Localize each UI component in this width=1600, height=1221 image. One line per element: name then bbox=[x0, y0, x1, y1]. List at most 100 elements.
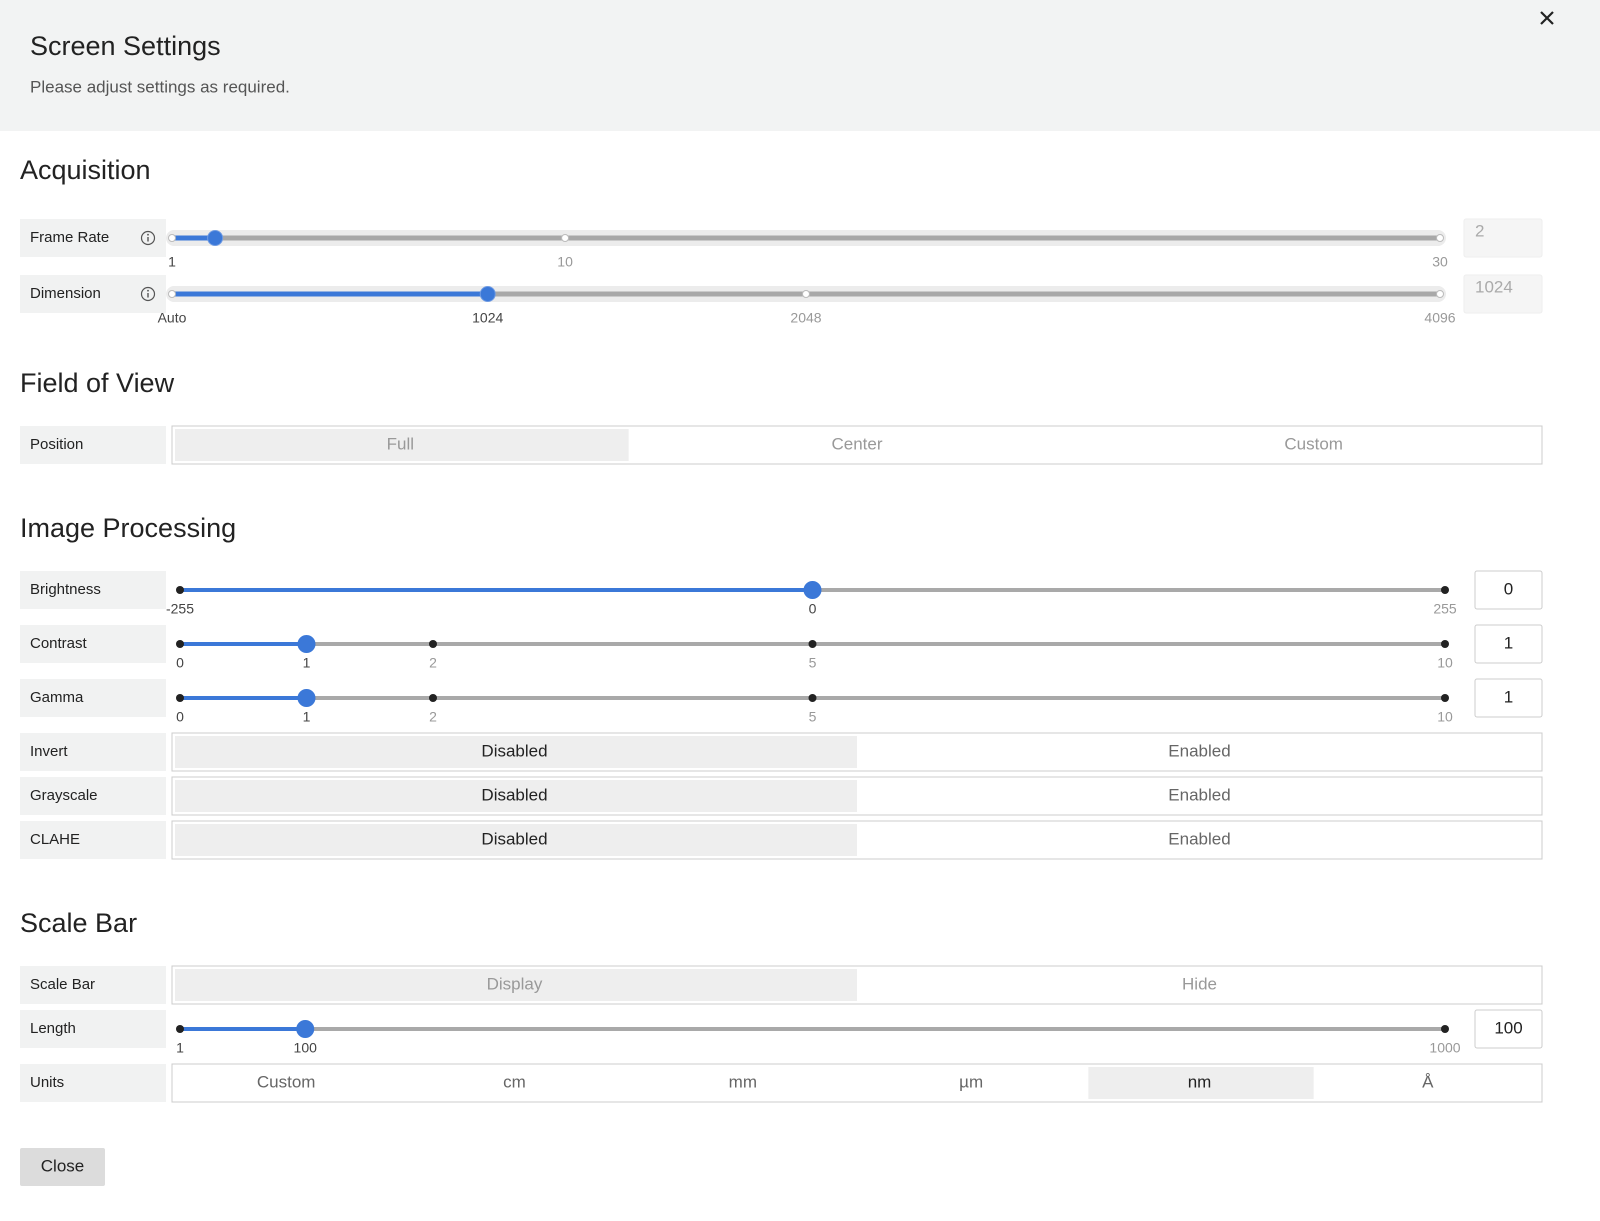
row-label: Scale Bar bbox=[30, 976, 95, 993]
info-icon bbox=[140, 230, 156, 246]
row-label: Invert bbox=[30, 743, 68, 760]
slider-tick-label: 5 bbox=[809, 655, 817, 671]
slider-thumb[interactable] bbox=[297, 635, 316, 653]
slider-tick-dot bbox=[168, 290, 176, 298]
slider-tick-label: 10 bbox=[1437, 655, 1453, 671]
dialog-title: Screen Settings bbox=[30, 31, 221, 61]
row-label-cell bbox=[20, 1064, 166, 1102]
close-button[interactable] bbox=[20, 1148, 105, 1186]
row-label-cell bbox=[20, 679, 166, 717]
row-label: Brightness bbox=[30, 581, 101, 598]
slider-tick-label: 2 bbox=[429, 709, 437, 725]
segment-option[interactable]: Å bbox=[1422, 1072, 1434, 1091]
slider-tick-dot bbox=[429, 640, 437, 648]
slider-tick-dot bbox=[176, 694, 184, 702]
row-label: Units bbox=[30, 1074, 64, 1091]
value-input-text[interactable]: 2 bbox=[1475, 221, 1484, 240]
row-label: Gamma bbox=[30, 689, 84, 706]
value-input[interactable] bbox=[1474, 624, 1543, 664]
slider-thumb[interactable] bbox=[803, 581, 822, 599]
section-title: Scale Bar bbox=[20, 908, 137, 938]
segment-option[interactable]: Enabled bbox=[1168, 741, 1230, 760]
value-input-text[interactable]: 100 bbox=[1494, 1018, 1522, 1037]
section-title: Image Processing bbox=[20, 513, 236, 543]
row-label: Length bbox=[30, 1020, 76, 1037]
segment-option[interactable]: Custom bbox=[1284, 434, 1343, 453]
segment-option[interactable]: Hide bbox=[1182, 974, 1217, 993]
slider-tick-label: 1 bbox=[303, 709, 311, 725]
row-label-cell bbox=[20, 426, 166, 464]
value-input[interactable] bbox=[1463, 218, 1543, 258]
slider-thumb[interactable] bbox=[207, 230, 224, 246]
segment-option[interactable]: Disabled bbox=[481, 785, 547, 804]
row-label-cell bbox=[20, 625, 166, 663]
dialog-subtitle: Please adjust settings as required. bbox=[30, 77, 290, 96]
slider-thumb[interactable] bbox=[296, 1020, 315, 1038]
value-input-text[interactable]: 0 bbox=[1504, 579, 1513, 598]
slider-tick-label: 0 bbox=[176, 655, 184, 671]
slider-tick-dot bbox=[1441, 586, 1449, 594]
section-title: Field of View bbox=[20, 368, 175, 398]
slider-tick-dot bbox=[1441, 640, 1449, 648]
value-input[interactable] bbox=[1474, 678, 1543, 718]
row-label-cell bbox=[20, 733, 166, 771]
segment-selected bbox=[175, 824, 857, 856]
value-input[interactable] bbox=[1463, 274, 1543, 314]
segment-option[interactable]: mm bbox=[729, 1072, 757, 1091]
row-label-cell bbox=[20, 777, 166, 815]
value-input-text[interactable]: 1024 bbox=[1475, 277, 1513, 296]
row-label-cell bbox=[20, 1010, 166, 1048]
slider-tick-dot bbox=[1436, 234, 1444, 242]
slider-tick-label: 30 bbox=[1432, 254, 1448, 270]
segment-option[interactable]: Custom bbox=[257, 1072, 316, 1091]
slider-tick-dot bbox=[802, 290, 810, 298]
slider-tick-dot bbox=[808, 694, 817, 702]
slider-tick-label: 4096 bbox=[1424, 310, 1455, 326]
close-button-label[interactable]: Close bbox=[41, 1156, 84, 1175]
segment-selected bbox=[175, 429, 629, 461]
slider-tick-label: 2048 bbox=[790, 310, 821, 326]
slider-tick-dot bbox=[1441, 1025, 1449, 1033]
segment-selected bbox=[175, 780, 857, 812]
segment-option[interactable]: µm bbox=[959, 1072, 983, 1091]
close-icon[interactable] bbox=[1540, 11, 1554, 25]
segment-option[interactable]: Enabled bbox=[1168, 829, 1230, 848]
value-input[interactable] bbox=[1474, 1009, 1543, 1049]
segment-selected bbox=[175, 969, 857, 1001]
slider-thumb[interactable] bbox=[297, 689, 316, 707]
slider-tick-label: 1024 bbox=[472, 310, 503, 326]
row-label: CLAHE bbox=[30, 831, 80, 848]
slider-tick-dot bbox=[561, 234, 570, 242]
segment-option[interactable]: Disabled bbox=[481, 741, 547, 760]
slider-tick-dot bbox=[1441, 694, 1449, 702]
slider-tick-label: 10 bbox=[1437, 709, 1453, 725]
segment-option[interactable]: Full bbox=[387, 434, 414, 453]
segment-option[interactable]: nm bbox=[1188, 1072, 1212, 1091]
slider-tick-dot bbox=[176, 1025, 184, 1033]
info-icon-dot bbox=[147, 233, 149, 236]
value-input-text[interactable]: 1 bbox=[1504, 633, 1513, 652]
segment-option[interactable]: cm bbox=[503, 1072, 526, 1091]
segment-option[interactable]: Disabled bbox=[481, 829, 547, 848]
row-label-cell bbox=[20, 571, 166, 609]
value-input[interactable] bbox=[1474, 570, 1543, 610]
row-label: Grayscale bbox=[30, 787, 98, 804]
header-background bbox=[0, 0, 1600, 131]
segment-option[interactable]: Center bbox=[831, 434, 882, 453]
slider-tick-label: 255 bbox=[1433, 601, 1457, 617]
segment-option[interactable]: Enabled bbox=[1168, 785, 1230, 804]
info-icon-dot bbox=[147, 289, 149, 292]
value-input-text[interactable]: 1 bbox=[1504, 687, 1513, 706]
slider-tick-label: -255 bbox=[166, 601, 194, 617]
segment-option[interactable]: Display bbox=[487, 974, 543, 993]
slider-tick-label: 2 bbox=[429, 655, 437, 671]
row-label: Dimension bbox=[30, 285, 101, 302]
slider-tick-label: 1 bbox=[303, 655, 311, 671]
slider-tick-dot bbox=[176, 640, 184, 648]
slider-thumb[interactable] bbox=[479, 286, 496, 302]
section-title: Acquisition bbox=[20, 155, 151, 185]
slider-tick-label: Auto bbox=[158, 310, 187, 326]
slider-tick-dot bbox=[808, 640, 817, 648]
